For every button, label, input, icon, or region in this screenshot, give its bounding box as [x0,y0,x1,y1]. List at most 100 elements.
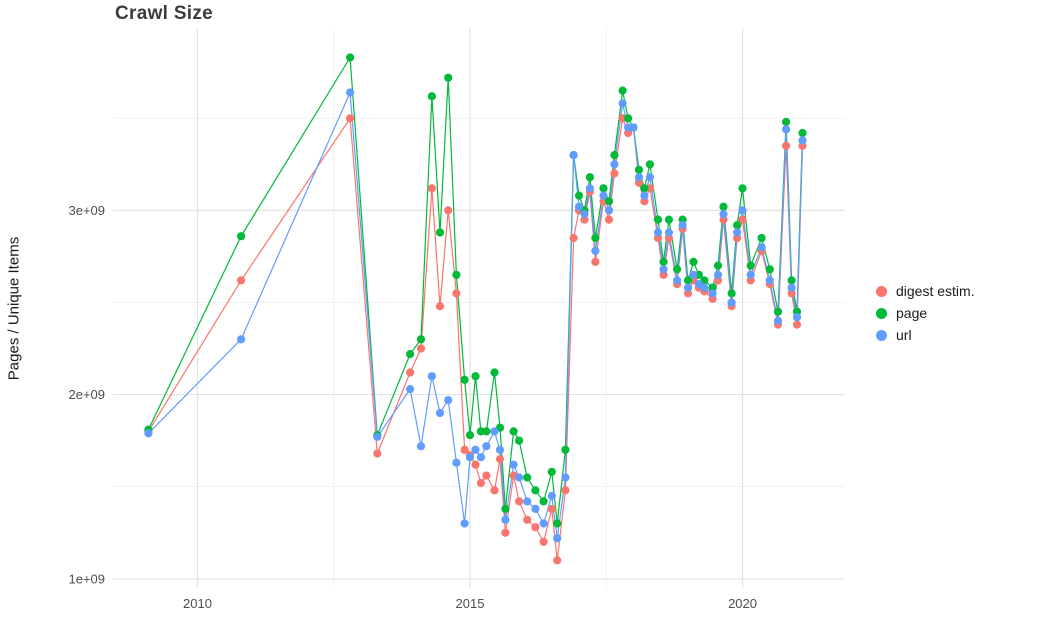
data-point-url [683,283,693,292]
data-point-page [444,73,453,82]
data-point-page [435,228,445,237]
data-point-url [733,228,742,237]
data-point-url [490,427,499,436]
data-point-digest-estim- [406,368,415,377]
data-point-page [618,86,627,95]
data-point-url [444,396,453,405]
data-point-page [604,197,614,206]
data-point-url [782,125,791,134]
data-point-url [406,385,415,394]
data-point-digest-estim- [427,184,436,193]
data-point-url [757,243,766,252]
chart-title: Crawl Size [115,3,214,24]
data-point-page [406,350,415,359]
legend-dot-icon [876,307,887,319]
data-point-page [719,202,728,211]
data-point-page [452,270,461,279]
data-point-digest-estim- [561,486,570,495]
data-point-page [531,486,540,495]
data-point-url [773,316,783,325]
data-point-url [465,453,475,462]
data-point-page [591,233,600,243]
data-point-url [591,246,600,255]
data-point-url [727,298,736,307]
data-point-url [678,221,687,230]
data-point-digest-estim- [460,445,469,454]
data-point-digest-estim- [604,215,614,224]
legend-item-url: url [876,324,975,346]
data-point-url [373,432,382,441]
data-point-page [490,368,499,377]
data-point-url [515,473,524,482]
data-point-url [634,173,644,182]
data-point-page [713,261,723,270]
legend-label: digest estim. [896,283,975,299]
data-point-url [629,123,638,132]
data-point-page [509,427,518,436]
data-point-page [798,128,807,138]
legend-dot-icon [876,329,887,341]
data-point-digest-estim- [738,215,747,224]
data-point-page [523,473,532,482]
data-point-page [727,289,736,298]
series-line-digest-estim- [147,115,804,561]
data-point-url [792,313,802,322]
data-point-digest-estim- [471,460,480,469]
data-point-page [645,160,655,169]
data-point-digest-estim- [373,449,382,458]
data-point-page [471,372,480,381]
data-point-page [733,221,742,230]
data-point-page [515,436,524,445]
data-point-page [416,335,426,344]
data-point-url [501,515,510,524]
data-point-digest-estim- [523,515,532,524]
data-point-page [599,184,608,193]
data-point-url [539,519,548,528]
data-point-page [465,431,475,440]
data-point-page [547,467,556,476]
data-point-url [416,442,426,451]
data-point-url [585,184,595,193]
data-point-url [689,270,698,279]
data-point-digest-estim- [452,289,461,298]
data-point-url [798,136,807,145]
data-point-digest-estim- [495,455,505,464]
data-point-digest-estim- [553,556,562,565]
data-point-page [427,92,436,101]
data-point-page [765,265,774,274]
data-point-url [708,289,717,298]
legend-item-digest-estim-: digest estim. [876,280,975,302]
data-point-url [618,99,627,108]
data-point-url [144,429,153,438]
data-point-page [501,504,510,513]
data-point-url [574,202,584,211]
data-point-digest-estim- [782,141,791,150]
series-line-url [147,92,804,539]
data-point-digest-estim- [569,233,578,243]
data-point-url [476,453,485,462]
data-point-url [659,265,668,274]
data-point-page [610,151,619,160]
data-point-url [719,210,728,219]
data-point-digest-estim- [792,320,802,329]
y-tick-label: 1e+09 [68,571,105,586]
data-point-digest-estim- [591,257,600,266]
data-point-page [673,265,682,274]
data-point-url [738,206,747,215]
data-point-url [471,445,480,454]
y-tick-label: 2e+09 [68,387,105,402]
data-point-digest-estim- [490,486,499,495]
data-point-url [787,283,796,292]
data-point-url [553,534,562,543]
data-point-digest-estim- [501,528,510,537]
data-point-url [482,442,491,451]
data-point-url [435,408,445,418]
data-point-page [634,165,644,174]
data-point-page [561,445,570,454]
data-point-url [599,191,608,200]
data-point-digest-estim- [610,169,619,178]
legend-label: page [896,305,928,321]
x-tick-label: 2020 [728,596,757,611]
data-point-page [574,191,584,200]
data-point-page [624,114,633,123]
